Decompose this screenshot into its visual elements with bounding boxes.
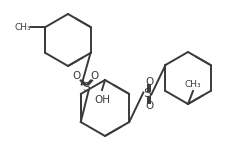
Text: S: S xyxy=(82,81,90,94)
Text: O: O xyxy=(145,76,153,87)
Text: OH: OH xyxy=(94,95,110,105)
Text: S: S xyxy=(143,87,151,100)
Text: O: O xyxy=(91,71,99,80)
Text: CH₃: CH₃ xyxy=(185,80,201,89)
Text: O: O xyxy=(72,71,81,80)
Text: CH₃: CH₃ xyxy=(15,23,31,32)
Text: O: O xyxy=(145,100,153,111)
